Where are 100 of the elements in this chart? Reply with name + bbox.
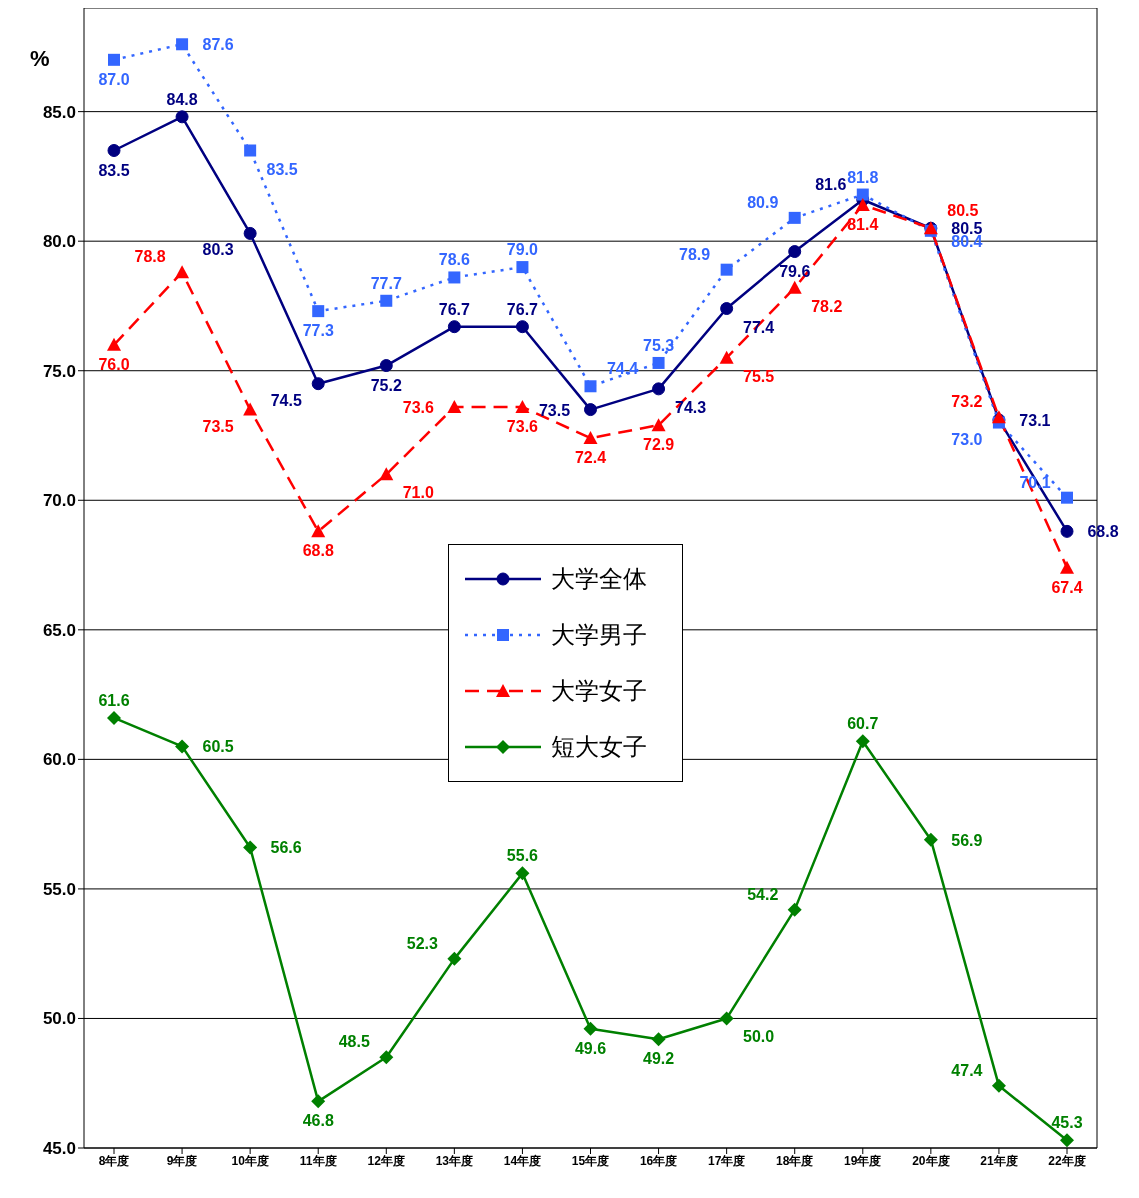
point [380, 294, 393, 307]
data-label: 73.1 [1019, 411, 1051, 429]
data-label: 76.7 [506, 300, 539, 318]
point [651, 418, 666, 432]
point [855, 734, 870, 749]
point [720, 263, 733, 276]
point [176, 38, 189, 51]
data-label: 47.4 [951, 1061, 983, 1079]
x-tick-label: 9年度 [166, 1153, 198, 1168]
point [787, 902, 802, 917]
data-label: 77.3 [302, 322, 334, 340]
y-axis-title: % [30, 46, 50, 72]
x-tick-label: 19年度 [844, 1153, 882, 1168]
point [243, 840, 258, 855]
point [584, 380, 597, 393]
data-label: 75.3 [643, 336, 675, 354]
data-label: 49.2 [643, 1050, 675, 1068]
data-label: 68.8 [1087, 523, 1119, 541]
point [107, 710, 121, 725]
point [1060, 560, 1074, 574]
data-label: 55.6 [506, 847, 539, 865]
point [856, 188, 869, 201]
data-label: 50.0 [743, 1028, 775, 1046]
x-tick-label: 11年度 [299, 1153, 337, 1168]
point [379, 467, 394, 481]
x-tick-label: 14年度 [503, 1153, 542, 1168]
point [923, 832, 938, 847]
data-label: 80.5 [947, 202, 979, 220]
point [175, 265, 190, 279]
data-label: 61.6 [98, 691, 130, 709]
point [175, 110, 189, 124]
point [651, 1032, 666, 1047]
point [447, 951, 462, 966]
data-label: 46.8 [302, 1112, 334, 1130]
legend-label: 大学全体 [551, 564, 647, 595]
point [720, 302, 734, 316]
data-label: 76.7 [438, 300, 471, 318]
data-label: 54.2 [747, 885, 779, 903]
point [243, 402, 258, 416]
point [1061, 491, 1073, 504]
y-tick-label: 75.0 [42, 361, 76, 381]
data-label: 80.9 [747, 193, 779, 211]
x-tick-label: 18年度 [776, 1153, 814, 1168]
data-label: 78.2 [811, 297, 843, 315]
x-tick-label: 8年度 [98, 1153, 130, 1168]
data-label: 81.4 [847, 215, 879, 233]
point [448, 271, 461, 284]
point [311, 377, 325, 391]
point [379, 1050, 394, 1065]
data-label: 72.4 [574, 449, 607, 467]
data-label: 73.0 [951, 430, 983, 448]
data-label: 87.0 [98, 70, 130, 88]
data-label: 56.6 [270, 839, 302, 857]
data-label: 56.9 [951, 831, 983, 849]
data-label: 83.5 [98, 161, 130, 179]
point [719, 1011, 734, 1026]
data-label: 77.4 [743, 318, 775, 336]
point [1060, 1133, 1074, 1148]
point [788, 245, 802, 259]
point [515, 866, 530, 881]
data-label: 67.4 [1051, 578, 1083, 596]
data-label: 75.2 [370, 376, 402, 394]
point [447, 400, 462, 413]
point [108, 53, 120, 66]
point [1060, 524, 1074, 538]
point [787, 280, 802, 294]
y-tick-label: 60.0 [42, 750, 76, 770]
data-label: 84.8 [166, 90, 198, 108]
point [652, 356, 665, 369]
y-tick-label: 55.0 [42, 879, 76, 899]
x-tick-label: 15年度 [571, 1153, 610, 1168]
legend-label: 大学女子 [551, 676, 647, 707]
y-tick-label: 45.0 [42, 1139, 76, 1159]
data-label: 45.3 [1051, 1114, 1083, 1132]
data-label: 81.8 [847, 168, 879, 186]
data-label: 83.5 [266, 160, 298, 178]
point [515, 400, 530, 413]
data-label: 75.5 [743, 367, 775, 385]
x-tick-label: 10年度 [231, 1153, 269, 1168]
point [583, 431, 598, 445]
data-label: 79.6 [779, 262, 811, 280]
point [311, 524, 326, 538]
point [107, 337, 121, 351]
data-label: 81.6 [815, 175, 847, 193]
point [583, 1021, 598, 1036]
point [312, 305, 325, 318]
data-label: 73.5 [202, 417, 234, 435]
x-tick-label: 20年度 [912, 1153, 950, 1168]
y-tick-label: 50.0 [42, 1009, 76, 1029]
data-label: 48.5 [338, 1033, 370, 1051]
data-label: 74.3 [675, 398, 707, 416]
y-tick-label: 65.0 [42, 620, 76, 640]
data-label: 87.6 [202, 36, 234, 54]
data-label: 78.8 [134, 248, 166, 266]
point [447, 320, 461, 334]
data-label: 79.0 [506, 241, 539, 259]
data-label: 73.6 [506, 418, 539, 435]
data-label: 68.8 [302, 542, 334, 560]
point [311, 1094, 326, 1109]
data-label: 78.9 [679, 245, 711, 263]
